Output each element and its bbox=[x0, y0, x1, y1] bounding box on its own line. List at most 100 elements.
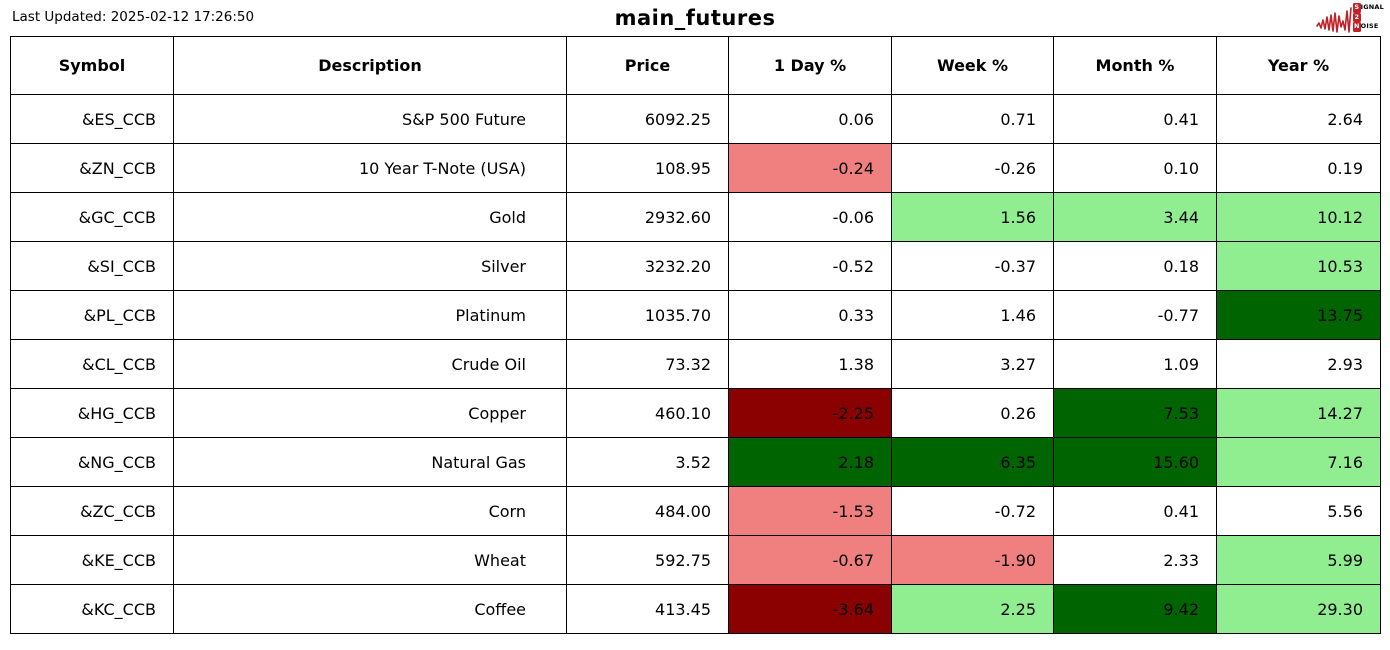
day-change-cell: -0.67 bbox=[728, 535, 892, 585]
signal-2-noise-logo: SIGNAL 2 NOISE bbox=[1316, 1, 1384, 34]
logo-letter-s: S bbox=[1353, 3, 1361, 13]
symbol-cell: &ZC_CCB bbox=[10, 486, 174, 536]
table-row: &HG_CCB Copper 460.10 -2.25 0.26 7.53 14.27 bbox=[10, 388, 1381, 438]
table-row: &KE_CCB Wheat 592.75 -0.67 -1.90 2.33 5.99 bbox=[10, 535, 1381, 585]
symbol-cell: &ZN_CCB bbox=[10, 143, 174, 193]
description-cell: Corn bbox=[173, 486, 567, 536]
week-change-cell: 0.71 bbox=[891, 94, 1054, 144]
logo-letter-2: 2 bbox=[1353, 12, 1361, 23]
year-change-cell: 5.56 bbox=[1216, 486, 1381, 536]
symbol-cell: &PL_CCB bbox=[10, 290, 174, 340]
description-cell: Natural Gas bbox=[173, 437, 567, 487]
waveform-icon bbox=[1316, 6, 1352, 33]
year-change-cell: 14.27 bbox=[1216, 388, 1381, 438]
day-change-cell: 0.06 bbox=[728, 94, 892, 144]
table-body: &ES_CCB S&P 500 Future 6092.25 0.06 0.71 0.41… bbox=[10, 94, 1381, 634]
day-change-cell: 0.33 bbox=[728, 290, 892, 340]
column-header-week: Week % bbox=[891, 36, 1054, 95]
description-cell: Wheat bbox=[173, 535, 567, 585]
day-change-cell: -0.06 bbox=[728, 192, 892, 242]
week-change-cell: -0.26 bbox=[891, 143, 1054, 193]
week-change-cell: 2.25 bbox=[891, 584, 1054, 634]
month-change-cell: 7.53 bbox=[1053, 388, 1217, 438]
top-bar: Last Updated: 2025-02-12 17:26:50 main_f… bbox=[0, 0, 1390, 36]
table-row: &NG_CCB Natural Gas 3.52 2.18 6.35 15.60 7.16 bbox=[10, 437, 1381, 487]
price-cell: 413.45 bbox=[566, 584, 729, 634]
table-row: &ES_CCB S&P 500 Future 6092.25 0.06 0.71 0.41… bbox=[10, 94, 1381, 144]
column-header-month: Month % bbox=[1053, 36, 1217, 95]
logo-letter-n: N bbox=[1353, 22, 1361, 32]
month-change-cell: -0.77 bbox=[1053, 290, 1217, 340]
description-cell: Silver bbox=[173, 241, 567, 291]
month-change-cell: 0.41 bbox=[1053, 486, 1217, 536]
year-change-cell: 29.30 bbox=[1216, 584, 1381, 634]
day-change-cell: -0.24 bbox=[728, 143, 892, 193]
price-cell: 1035.70 bbox=[566, 290, 729, 340]
symbol-cell: &ES_CCB bbox=[10, 94, 174, 144]
page-title: main_futures bbox=[614, 6, 776, 30]
logo-signal-rest: IGNAL bbox=[1360, 3, 1384, 12]
symbol-cell: &KE_CCB bbox=[10, 535, 174, 585]
year-change-cell: 5.99 bbox=[1216, 535, 1381, 585]
week-change-cell: 1.56 bbox=[891, 192, 1054, 242]
year-change-cell: 10.12 bbox=[1216, 192, 1381, 242]
table-row: &PL_CCB Platinum 1035.70 0.33 1.46 -0.77 13.75 bbox=[10, 290, 1381, 340]
month-change-cell: 2.33 bbox=[1053, 535, 1217, 585]
description-cell: S&P 500 Future bbox=[173, 94, 567, 144]
price-cell: 108.95 bbox=[566, 143, 729, 193]
description-cell: Crude Oil bbox=[173, 339, 567, 389]
price-cell: 592.75 bbox=[566, 535, 729, 585]
logo-line-noise: NOISE bbox=[1353, 22, 1384, 32]
symbol-cell: &CL_CCB bbox=[10, 339, 174, 389]
price-cell: 3.52 bbox=[566, 437, 729, 487]
price-cell: 460.10 bbox=[566, 388, 729, 438]
description-cell: 10 Year T-Note (USA) bbox=[173, 143, 567, 193]
month-change-cell: 9.42 bbox=[1053, 584, 1217, 634]
description-cell: Copper bbox=[173, 388, 567, 438]
symbol-cell: &SI_CCB bbox=[10, 241, 174, 291]
week-change-cell: -0.37 bbox=[891, 241, 1054, 291]
header-row: Symbol Description Price 1 Day % Week % Month… bbox=[10, 36, 1381, 95]
table-row: &ZN_CCB 10 Year T-Note (USA) 108.95 -0.24 -0… bbox=[10, 143, 1381, 193]
year-change-cell: 2.64 bbox=[1216, 94, 1381, 144]
week-change-cell: 1.46 bbox=[891, 290, 1054, 340]
year-change-cell: 10.53 bbox=[1216, 241, 1381, 291]
month-change-cell: 0.10 bbox=[1053, 143, 1217, 193]
description-cell: Coffee bbox=[173, 584, 567, 634]
table-row: &ZC_CCB Corn 484.00 -1.53 -0.72 0.41 5.56 bbox=[10, 486, 1381, 536]
column-header-1-day: 1 Day % bbox=[728, 36, 892, 95]
table-row: &KC_CCB Coffee 413.45 -3.64 2.25 9.42 29.30 bbox=[10, 584, 1381, 634]
last-updated-label: Last Updated: 2025-02-12 17:26:50 bbox=[12, 9, 255, 25]
price-cell: 484.00 bbox=[566, 486, 729, 536]
logo-noise-rest: OISE bbox=[1360, 22, 1379, 31]
month-change-cell: 0.18 bbox=[1053, 241, 1217, 291]
day-change-cell: -2.25 bbox=[728, 388, 892, 438]
year-change-cell: 2.93 bbox=[1216, 339, 1381, 389]
price-cell: 73.32 bbox=[566, 339, 729, 389]
description-cell: Platinum bbox=[173, 290, 567, 340]
price-cell: 3232.20 bbox=[566, 241, 729, 291]
column-header-price: Price bbox=[566, 36, 729, 95]
symbol-cell: &NG_CCB bbox=[10, 437, 174, 487]
year-change-cell: 13.75 bbox=[1216, 290, 1381, 340]
symbol-cell: &GC_CCB bbox=[10, 192, 174, 242]
week-change-cell: -1.90 bbox=[891, 535, 1054, 585]
table-row: &GC_CCB Gold 2932.60 -0.06 1.56 3.44 10.12 bbox=[10, 192, 1381, 242]
month-change-cell: 0.41 bbox=[1053, 94, 1217, 144]
futures-table: Symbol Description Price 1 Day % Week % Month… bbox=[10, 36, 1381, 634]
year-change-cell: 0.19 bbox=[1216, 143, 1381, 193]
price-cell: 6092.25 bbox=[566, 94, 729, 144]
logo-text: SIGNAL 2 NOISE bbox=[1353, 3, 1384, 32]
year-change-cell: 7.16 bbox=[1216, 437, 1381, 487]
logo-line-signal: SIGNAL bbox=[1353, 3, 1384, 13]
week-change-cell: -0.72 bbox=[891, 486, 1054, 536]
price-cell: 2932.60 bbox=[566, 192, 729, 242]
symbol-cell: &KC_CCB bbox=[10, 584, 174, 634]
day-change-cell: 1.38 bbox=[728, 339, 892, 389]
day-change-cell: -0.52 bbox=[728, 241, 892, 291]
column-header-description: Description bbox=[173, 36, 567, 95]
month-change-cell: 3.44 bbox=[1053, 192, 1217, 242]
month-change-cell: 15.60 bbox=[1053, 437, 1217, 487]
month-change-cell: 1.09 bbox=[1053, 339, 1217, 389]
symbol-cell: &HG_CCB bbox=[10, 388, 174, 438]
